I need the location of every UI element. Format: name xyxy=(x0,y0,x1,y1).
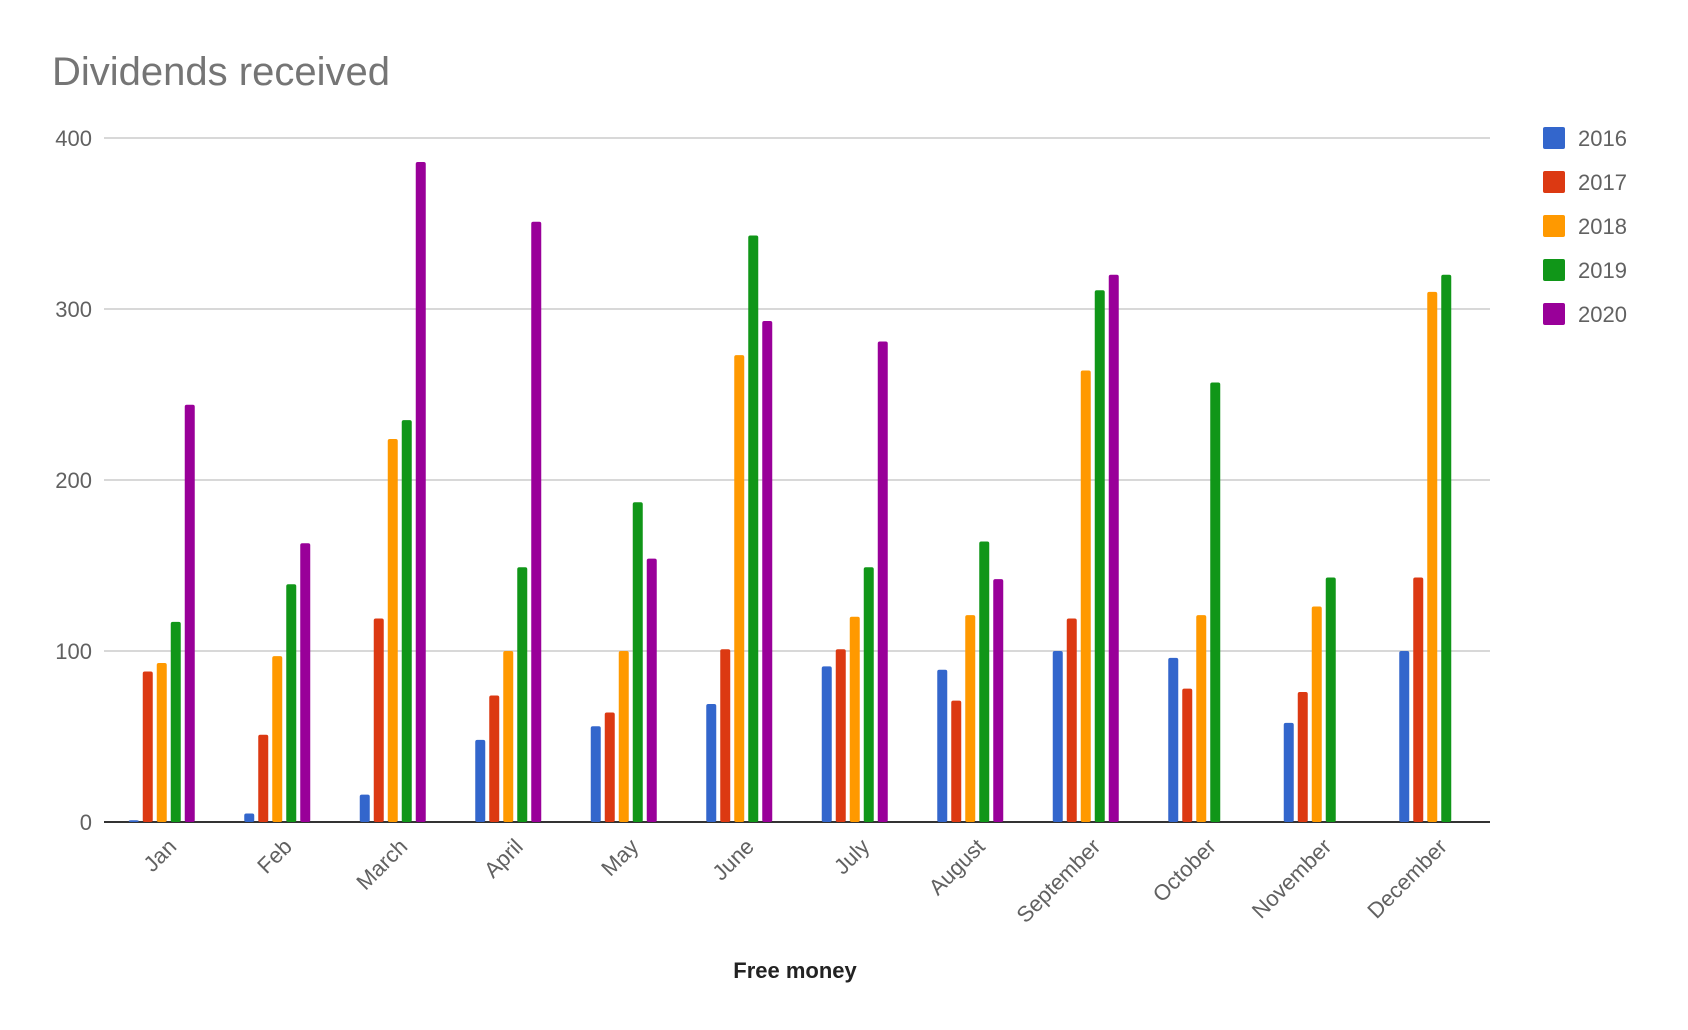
legend-item-2016[interactable]: 2016 xyxy=(1543,126,1627,151)
bar-2020-april[interactable] xyxy=(531,221,542,823)
bar-2019-march[interactable] xyxy=(401,420,412,822)
x-tick-label: August xyxy=(924,834,990,900)
x-tick-label: September xyxy=(1012,834,1106,928)
legend-label: 2020 xyxy=(1578,302,1627,327)
x-tick-label: June xyxy=(707,834,758,885)
legend-swatch xyxy=(1543,171,1565,193)
bar-2017-jan[interactable] xyxy=(142,671,153,822)
bar-2020-august[interactable] xyxy=(993,579,1004,822)
bar-2019-july[interactable] xyxy=(863,567,874,822)
bar-2016-april[interactable] xyxy=(475,739,486,822)
bar-2018-august[interactable] xyxy=(965,615,976,822)
bar-2016-feb[interactable] xyxy=(244,813,255,822)
bar-2020-july[interactable] xyxy=(877,341,888,822)
bar-2019-june[interactable] xyxy=(748,235,759,823)
y-tick-label: 0 xyxy=(80,810,92,835)
x-tick-label: October xyxy=(1148,834,1221,907)
bar-2017-march[interactable] xyxy=(373,618,384,822)
bar-2017-august[interactable] xyxy=(951,700,962,822)
bars-layer xyxy=(128,161,1452,823)
bar-2018-march[interactable] xyxy=(387,438,398,822)
bar-2017-october[interactable] xyxy=(1182,688,1193,822)
x-axis-ticks: Jan Feb March April May June July August Septemb… xyxy=(139,834,1452,928)
bar-2017-december[interactable] xyxy=(1413,577,1424,822)
bar-2018-june[interactable] xyxy=(734,355,745,822)
bar-2017-feb[interactable] xyxy=(258,734,269,822)
bar-2019-feb[interactable] xyxy=(286,584,297,822)
y-tick-label: 400 xyxy=(55,126,92,151)
bar-2018-november[interactable] xyxy=(1311,606,1322,822)
bar-2016-october[interactable] xyxy=(1168,657,1179,822)
bar-2019-august[interactable] xyxy=(979,541,990,822)
bar-2018-october[interactable] xyxy=(1196,615,1207,822)
bar-2019-september[interactable] xyxy=(1094,290,1105,822)
bar-2020-feb[interactable] xyxy=(300,543,311,822)
x-tick-label: July xyxy=(829,834,874,879)
x-axis-label: Free money xyxy=(733,958,857,983)
bar-2020-june[interactable] xyxy=(762,320,773,822)
bar-2016-august[interactable] xyxy=(937,669,948,822)
bar-2017-july[interactable] xyxy=(835,649,846,822)
x-tick-label: December xyxy=(1362,834,1451,923)
bar-2018-jan[interactable] xyxy=(156,662,167,822)
bar-2017-april[interactable] xyxy=(489,695,500,822)
bar-2017-june[interactable] xyxy=(720,649,731,822)
bar-2018-feb[interactable] xyxy=(272,656,283,822)
legend-swatch xyxy=(1543,127,1565,149)
bar-2018-september[interactable] xyxy=(1080,370,1091,822)
legend-item-2017[interactable]: 2017 xyxy=(1543,170,1627,195)
legend-item-2020[interactable]: 2020 xyxy=(1543,302,1627,327)
bar-2017-may[interactable] xyxy=(604,712,615,822)
legend-label: 2016 xyxy=(1578,126,1627,151)
bar-2016-september[interactable] xyxy=(1052,651,1063,822)
bar-2019-october[interactable] xyxy=(1210,382,1221,822)
bar-2017-november[interactable] xyxy=(1297,692,1308,822)
bar-2019-december[interactable] xyxy=(1441,274,1452,822)
y-tick-label: 300 xyxy=(55,297,92,322)
bar-2020-jan[interactable] xyxy=(184,404,195,822)
legend-swatch xyxy=(1543,259,1565,281)
x-tick-label: Feb xyxy=(252,834,296,878)
bar-2018-december[interactable] xyxy=(1427,291,1438,822)
x-tick-label: November xyxy=(1247,834,1336,923)
bar-2016-march[interactable] xyxy=(359,794,370,822)
bar-2016-may[interactable] xyxy=(590,726,601,822)
bar-2016-november[interactable] xyxy=(1283,722,1294,822)
x-tick-label: May xyxy=(596,834,643,881)
bar-2019-november[interactable] xyxy=(1325,577,1336,822)
bar-2020-may[interactable] xyxy=(646,558,657,822)
legend-swatch xyxy=(1543,303,1565,325)
legend-label: 2019 xyxy=(1578,258,1627,283)
bar-2019-may[interactable] xyxy=(632,502,643,822)
y-tick-label: 200 xyxy=(55,468,92,493)
bar-2017-september[interactable] xyxy=(1066,618,1077,822)
x-tick-label: April xyxy=(479,834,528,883)
bar-2019-april[interactable] xyxy=(517,567,528,822)
bar-2016-jan[interactable] xyxy=(128,820,139,822)
legend-label: 2018 xyxy=(1578,214,1627,239)
grid-layer: 0 100 200 300 400 xyxy=(55,126,1490,835)
legend-swatch xyxy=(1543,215,1565,237)
legend-label: 2017 xyxy=(1578,170,1627,195)
bar-2016-june[interactable] xyxy=(706,704,717,822)
bar-2019-jan[interactable] xyxy=(170,621,181,822)
y-tick-label: 100 xyxy=(55,639,92,664)
legend-item-2019[interactable]: 2019 xyxy=(1543,258,1627,283)
bar-2020-september[interactable] xyxy=(1108,274,1119,822)
bar-2018-may[interactable] xyxy=(618,651,629,822)
bar-2020-march[interactable] xyxy=(415,161,426,822)
chart-title: Dividends received xyxy=(52,50,390,94)
x-tick-label: Jan xyxy=(139,834,182,877)
x-tick-label: March xyxy=(351,834,412,895)
bar-2018-july[interactable] xyxy=(849,616,860,822)
bar-2016-july[interactable] xyxy=(821,666,832,822)
bar-2016-december[interactable] xyxy=(1399,651,1410,822)
legend-item-2018[interactable]: 2018 xyxy=(1543,214,1627,239)
legend[interactable]: 2016 2017 2018 2019 2020 xyxy=(1543,126,1627,327)
bar-2018-april[interactable] xyxy=(503,651,514,822)
